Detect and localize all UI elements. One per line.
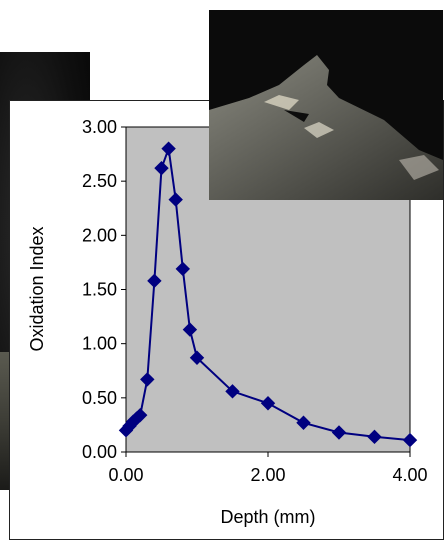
data-point-marker bbox=[132, 407, 148, 423]
data-point-marker bbox=[367, 429, 382, 445]
y-axis-ticks: 0.00 0.50 1.00 1.50 2.00 2.50 3.00 bbox=[82, 117, 126, 462]
data-point-marker bbox=[140, 372, 155, 387]
x-tick-label: 4.00 bbox=[392, 465, 427, 485]
specimen-photo-image bbox=[209, 10, 443, 200]
y-tick-label: 3.00 bbox=[82, 117, 117, 137]
data-point-marker bbox=[402, 432, 418, 448]
y-tick-label: 1.00 bbox=[82, 334, 117, 354]
data-point-marker bbox=[296, 415, 311, 430]
data-point-marker bbox=[260, 396, 276, 411]
data-point-marker bbox=[331, 425, 347, 440]
data-point-marker bbox=[161, 141, 176, 156]
data-point-marker bbox=[168, 192, 183, 207]
x-axis-ticks: 0.00 2.00 4.00 bbox=[108, 452, 428, 485]
data-point-marker bbox=[182, 322, 198, 337]
y-tick-label: 2.00 bbox=[82, 225, 117, 245]
y-tick-label: 2.50 bbox=[82, 171, 117, 191]
x-tick-label: 2.00 bbox=[250, 465, 285, 485]
y-tick-label: 0.00 bbox=[82, 442, 117, 462]
y-tick-label: 1.50 bbox=[82, 280, 117, 300]
series-layer bbox=[118, 141, 418, 448]
x-tick-label: 0.00 bbox=[108, 465, 143, 485]
data-point-marker bbox=[189, 350, 205, 365]
data-point-marker bbox=[225, 384, 240, 399]
data-point-marker bbox=[147, 273, 162, 289]
data-point-marker bbox=[154, 160, 169, 176]
x-axis-label: Depth (mm) bbox=[220, 507, 315, 527]
y-tick-label: 0.50 bbox=[82, 388, 117, 408]
specimen-photo-top bbox=[209, 10, 443, 200]
y-axis-label: Oxidation Index bbox=[27, 226, 47, 351]
data-point-marker bbox=[175, 261, 191, 277]
